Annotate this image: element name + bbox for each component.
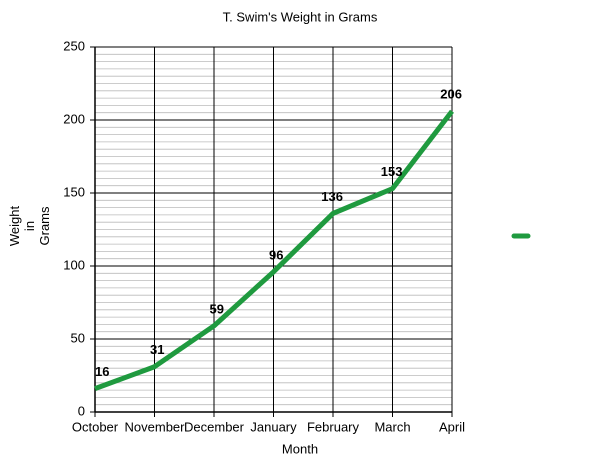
data-label: 136 (321, 189, 343, 204)
y-tick-label: 50 (71, 330, 85, 345)
x-tick-label: March (374, 419, 410, 434)
y-tick-label: 250 (63, 38, 85, 53)
data-label: 153 (381, 164, 403, 179)
y-tick-label: 0 (78, 403, 85, 418)
data-label: 16 (95, 364, 109, 379)
data-label: 206 (440, 87, 462, 102)
y-tick-label: 100 (63, 257, 85, 272)
x-tick-label: April (439, 419, 465, 434)
chart-title: T. Swim's Weight in Grams (223, 9, 378, 24)
data-label: 31 (150, 342, 164, 357)
x-tick-label: January (250, 419, 297, 434)
x-axis-label: Month (282, 441, 318, 456)
x-tick-label: November (125, 419, 186, 434)
data-label: 96 (269, 247, 283, 262)
y-tick-label: 200 (63, 111, 85, 126)
y-tick-label: 150 (63, 184, 85, 199)
x-tick-label: October (72, 419, 119, 434)
data-label: 59 (210, 301, 224, 316)
series-line (94, 109, 454, 391)
x-tick-label: December (184, 419, 245, 434)
y-axis-label: WeightinGrams (7, 206, 52, 247)
x-tick-label: February (307, 419, 360, 434)
